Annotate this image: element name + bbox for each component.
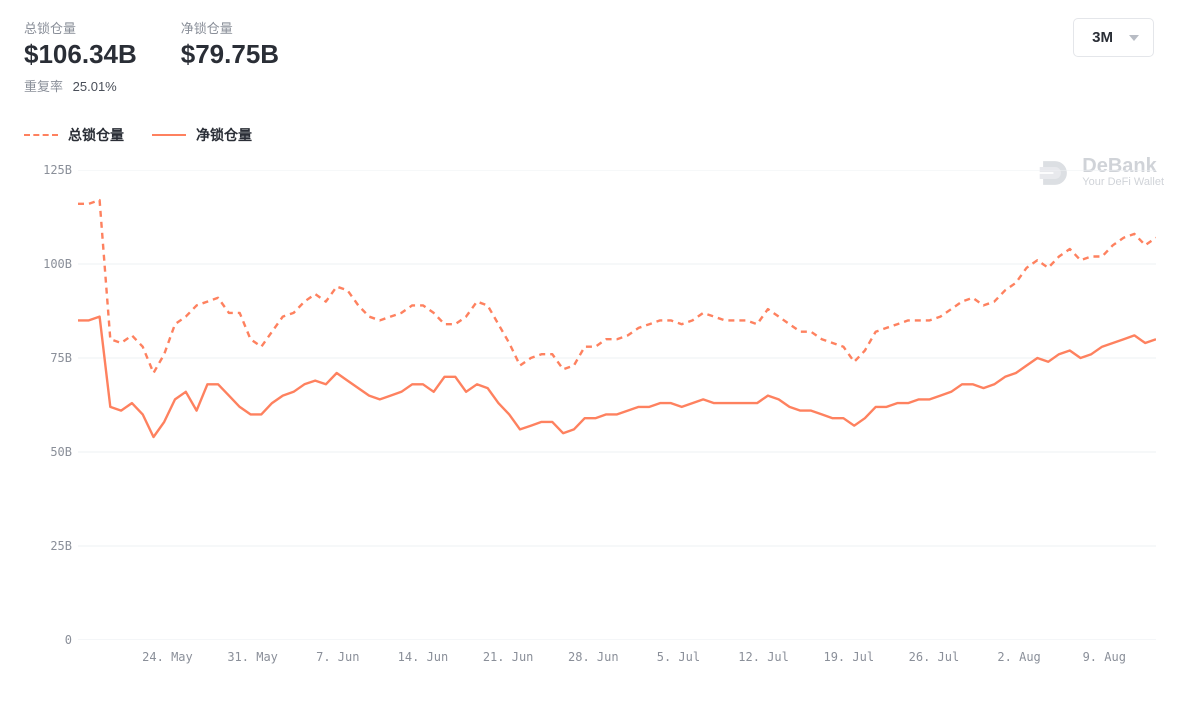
y-tick-label: 0 — [65, 633, 72, 647]
stat-ratio-label: 重复率 — [24, 79, 63, 94]
stat-ratio-value: 25.01% — [73, 79, 117, 94]
legend: 总锁仓量 净锁仓量 — [24, 125, 1154, 145]
x-tick-label: 21. Jun — [483, 650, 534, 664]
y-axis-labels: 025B50B75B100B125B — [22, 170, 78, 640]
swatch-total-icon — [24, 134, 58, 136]
header-row: 总锁仓量 $106.34B 净锁仓量 $79.75B 重复率 25.01% 3M — [24, 18, 1154, 95]
y-tick-label: 25B — [50, 539, 72, 553]
legend-total-label: 总锁仓量 — [68, 125, 124, 145]
x-tick-label: 9. Aug — [1083, 650, 1126, 664]
series-net-line — [78, 317, 1156, 437]
range-select-value: 3M — [1092, 29, 1113, 46]
range-select[interactable]: 3M — [1073, 18, 1154, 57]
x-tick-label: 26. Jul — [909, 650, 960, 664]
y-tick-label: 50B — [50, 445, 72, 459]
legend-item-total[interactable]: 总锁仓量 — [24, 125, 124, 145]
stat-net: 净锁仓量 $79.75B — [181, 18, 279, 70]
x-tick-label: 5. Jul — [657, 650, 700, 664]
legend-net-label: 净锁仓量 — [196, 125, 252, 145]
y-tick-label: 75B — [50, 351, 72, 365]
swatch-net-icon — [152, 134, 186, 136]
x-tick-label: 28. Jun — [568, 650, 619, 664]
x-tick-label: 31. May — [227, 650, 278, 664]
y-tick-label: 125B — [43, 163, 72, 177]
stat-total-label: 总锁仓量 — [24, 18, 137, 37]
chart-plot — [78, 170, 1156, 640]
stat-net-label: 净锁仓量 — [181, 18, 279, 37]
stat-total-value: $106.34B — [24, 39, 137, 70]
x-tick-label: 24. May — [142, 650, 193, 664]
x-tick-label: 2. Aug — [997, 650, 1040, 664]
x-tick-label: 7. Jun — [316, 650, 359, 664]
stats-group: 总锁仓量 $106.34B 净锁仓量 $79.75B 重复率 25.01% — [24, 18, 279, 95]
stat-net-value: $79.75B — [181, 39, 279, 70]
stat-total: 总锁仓量 $106.34B — [24, 18, 137, 70]
chart: 025B50B75B100B125B 24. May31. May7. Jun1… — [22, 170, 1156, 670]
legend-item-net[interactable]: 净锁仓量 — [152, 125, 252, 145]
y-tick-label: 100B — [43, 257, 72, 271]
stat-ratio: 重复率 25.01% — [24, 76, 279, 95]
x-axis-labels: 24. May 31. May 7. Jun 14. Jun 21. Jun 28. Ju… — [78, 644, 1156, 670]
x-tick-label: 19. Jul — [823, 650, 874, 664]
series-total-line — [78, 200, 1156, 373]
x-tick-label: 12. Jul — [738, 650, 789, 664]
x-tick-label: 14. Jun — [398, 650, 449, 664]
